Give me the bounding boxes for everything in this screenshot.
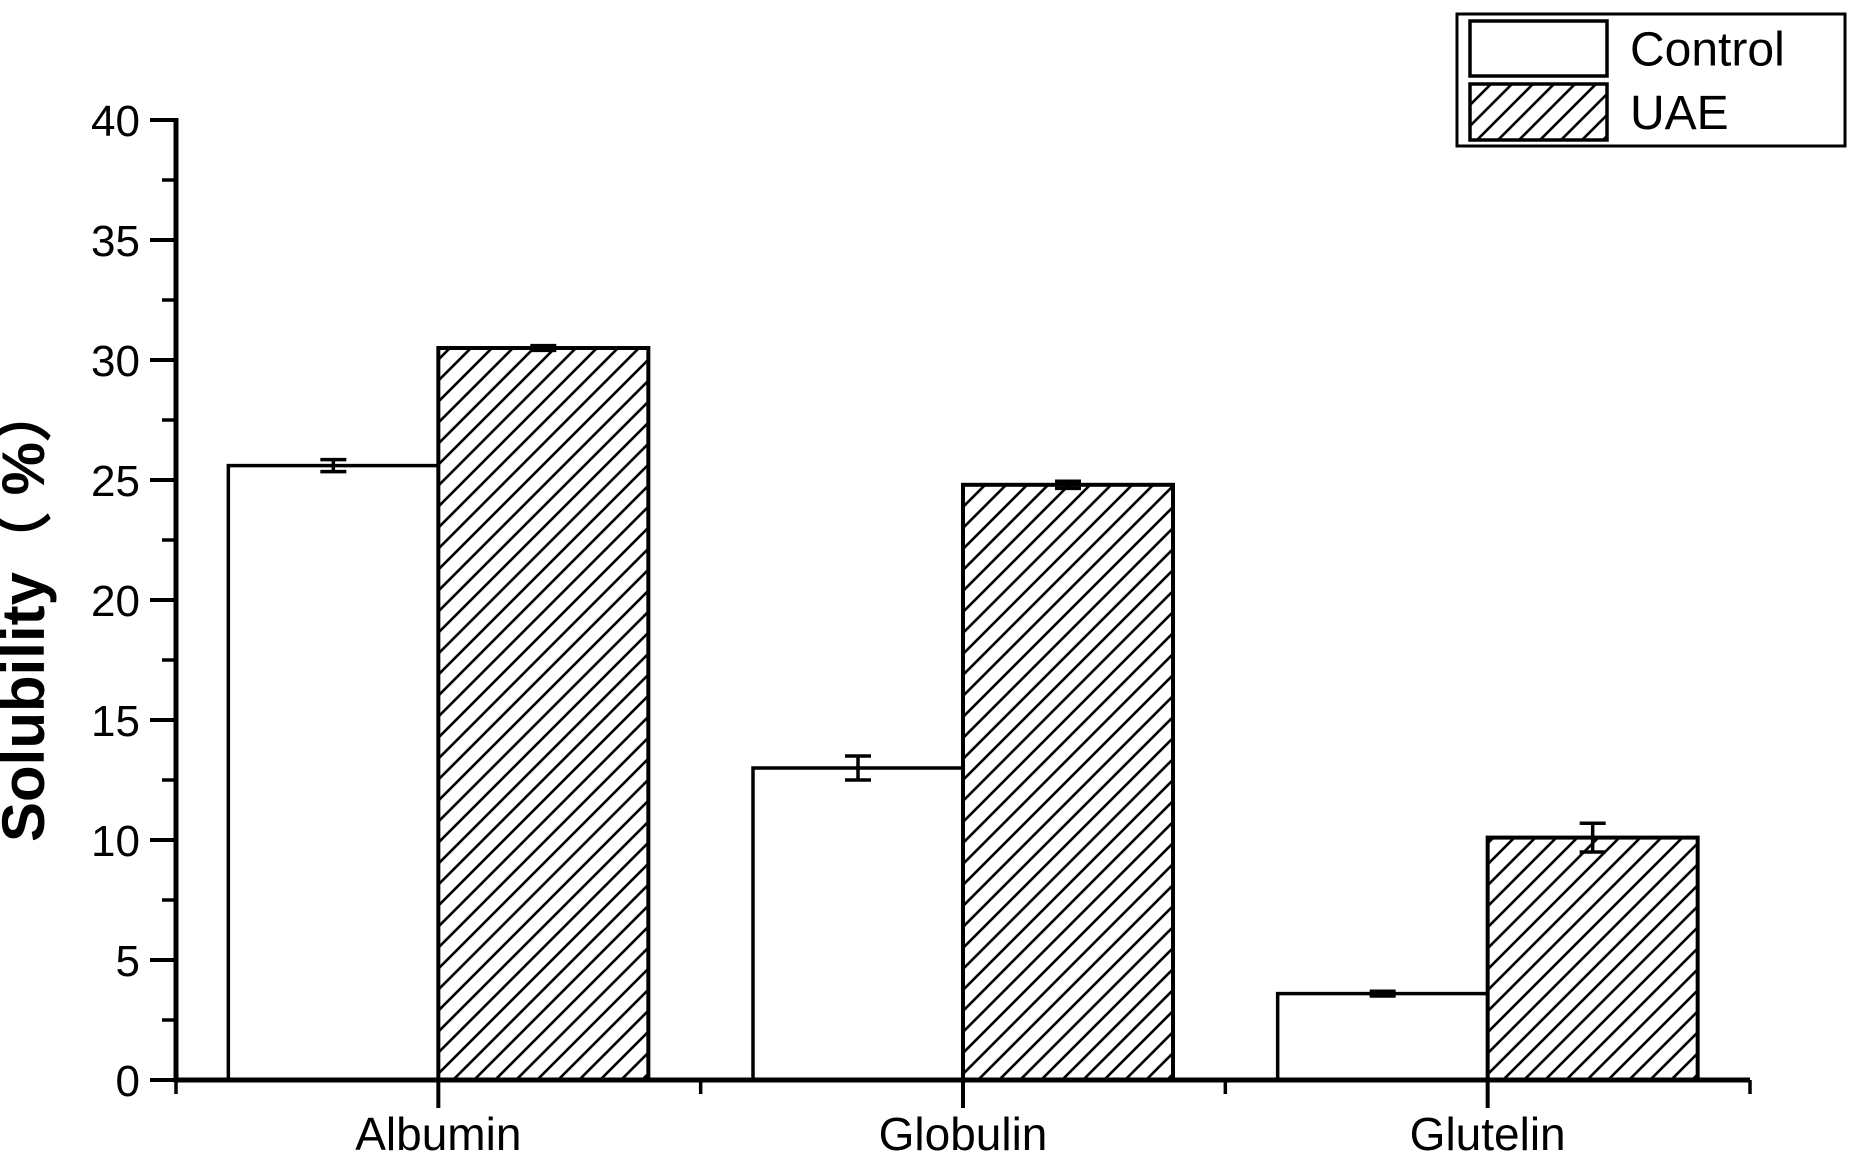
bar-albumin-uae bbox=[436, 346, 651, 1082]
legend-label-control: Control bbox=[1630, 24, 1785, 77]
y-tick-label-10: 10 bbox=[91, 817, 140, 866]
y-tick-label-25: 25 bbox=[91, 457, 140, 506]
legend-swatch-control bbox=[1468, 19, 1609, 78]
legend-label-uae: UAE bbox=[1630, 87, 1729, 140]
category-label-glutelin: Glutelin bbox=[1410, 1108, 1566, 1160]
y-tick-label-20: 20 bbox=[91, 577, 140, 626]
bar-albumin-control bbox=[226, 463, 441, 1082]
category-label-albumin: Albumin bbox=[355, 1108, 521, 1160]
y-tick-label-35: 35 bbox=[91, 217, 140, 266]
bar-globulin-control bbox=[751, 766, 965, 1082]
y-tick-label-15: 15 bbox=[91, 697, 140, 746]
bar-glutelin-control bbox=[1275, 991, 1490, 1082]
y-tick-label-40: 40 bbox=[91, 97, 140, 146]
category-label-globulin: Globulin bbox=[879, 1108, 1048, 1160]
bar-globulin-uae bbox=[961, 482, 1175, 1082]
y-tick-label-30: 30 bbox=[91, 337, 140, 386]
y-axis-title: Solubility（ %） bbox=[0, 382, 57, 842]
bar-glutelin-uae bbox=[1485, 835, 1700, 1082]
y-tick-label-0: 0 bbox=[116, 1057, 140, 1106]
legend-swatch-uae bbox=[1468, 82, 1609, 142]
y-tick-label-5: 5 bbox=[116, 937, 140, 986]
plot-area: 0 5 10 15 20 25 30 35 40 Albumin Globulin Glutelin S… bbox=[0, 12, 1847, 1160]
